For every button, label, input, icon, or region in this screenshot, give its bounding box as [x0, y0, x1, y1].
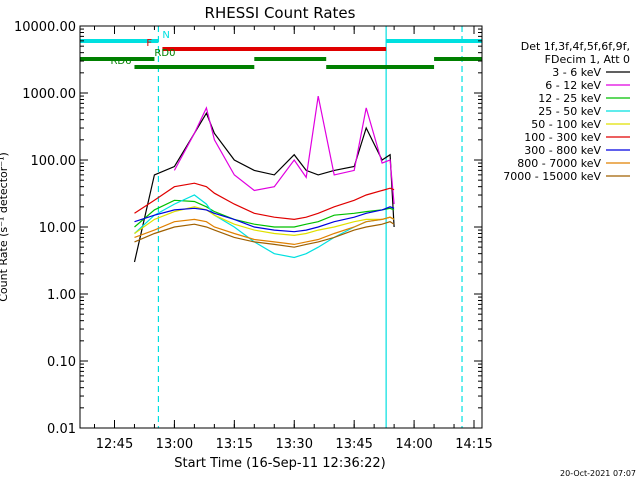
series-line-2	[173, 95, 395, 205]
legend-label: 6 - 12 keV	[545, 79, 601, 92]
legend-header-1: Det 1f,3f,4f,5f,6f,9f,	[521, 40, 630, 53]
y-axis-label: Count Rate (s⁻¹ detector⁻¹)	[0, 152, 10, 302]
legend-header-2: FDecim 1, Att 0	[545, 53, 630, 66]
series-line-7	[134, 206, 395, 233]
legend-label: 800 - 7000 keV	[517, 157, 601, 170]
y-tick-label: 1.00	[47, 288, 76, 303]
flag-label-rd0: RD0	[154, 48, 175, 59]
legend-label: 100 - 300 keV	[524, 131, 601, 144]
flag-label-rd6: RD6	[110, 56, 131, 67]
x-tick-label: 13:45	[335, 437, 372, 452]
series-line-3	[134, 199, 395, 228]
legend-label: 12 - 25 keV	[538, 92, 601, 105]
x-tick-label: 12:45	[96, 437, 133, 452]
legend-label: 50 - 100 keV	[531, 118, 601, 131]
x-tick-label: 13:15	[216, 437, 253, 452]
legend-label: 3 - 6 keV	[552, 66, 601, 79]
x-tick-label: 13:30	[276, 437, 313, 452]
x-tick-label: 13:00	[156, 437, 193, 452]
x-axis-label: Start Time (16-Sep-11 12:36:22)	[174, 456, 385, 471]
series-line-6	[134, 182, 395, 221]
y-tick-label: 10000.00	[14, 20, 76, 35]
y-tick-label: 0.01	[47, 422, 76, 437]
series-line-9	[134, 221, 395, 248]
x-tick-label: 14:00	[395, 437, 432, 452]
flag-label-n: N	[162, 30, 169, 41]
y-tick-label: 0.10	[47, 355, 76, 370]
series-line-8	[134, 216, 395, 246]
date-stamp: 20-Oct-2021 07:07	[560, 469, 636, 478]
y-tick-label: 100.00	[31, 154, 77, 169]
x-tick-label: 14:15	[455, 437, 492, 452]
y-tick-label: 1000.00	[22, 87, 76, 102]
legend: Det 1f,3f,4f,5f,6f,9f, FDecim 1, Att 0 3…	[503, 40, 630, 183]
series-line-5	[134, 206, 395, 237]
flag-label-f: F	[146, 38, 152, 49]
chart-title: RHESSI Count Rates	[205, 4, 356, 22]
legend-label: 25 - 50 keV	[538, 105, 601, 118]
y-tick-label: 10.00	[39, 221, 76, 236]
legend-label: 300 - 800 keV	[524, 144, 601, 157]
legend-label: 7000 - 15000 keV	[503, 170, 601, 183]
